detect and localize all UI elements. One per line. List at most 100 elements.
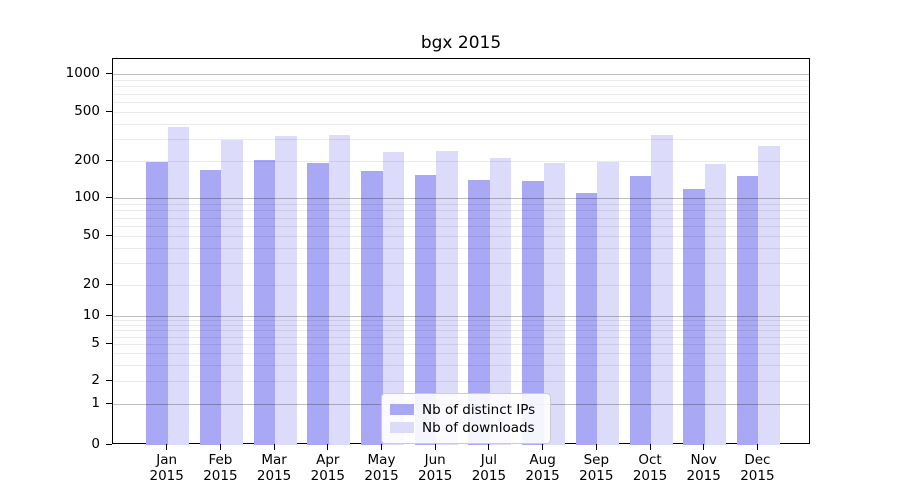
x-tick-label: Apr 2015 xyxy=(296,452,360,484)
y-tick-mark xyxy=(106,283,112,285)
x-tick-mark xyxy=(327,444,329,450)
x-tick-label-year: 2015 xyxy=(256,468,292,484)
x-tick-mark xyxy=(756,444,758,450)
x-tick-label: Dec 2015 xyxy=(725,452,789,484)
x-tick-label: Feb 2015 xyxy=(188,452,252,484)
legend-swatch-distinct-ips xyxy=(390,404,414,415)
x-tick-label-month: Mar xyxy=(261,452,287,468)
x-tick-label-month: Feb xyxy=(208,452,233,468)
legend-entry-distinct-ips: Nb of distinct IPs xyxy=(390,401,540,418)
gridline-minor xyxy=(113,86,809,88)
y-tick-label: 5 xyxy=(91,334,100,351)
x-tick-mark xyxy=(703,444,705,450)
x-tick-label-month: Apr xyxy=(316,452,340,468)
legend-entry-downloads: Nb of downloads xyxy=(390,419,540,436)
x-tick-label-month: Aug xyxy=(529,452,556,468)
x-tick-label-year: 2015 xyxy=(203,468,238,484)
gridline-major xyxy=(113,198,809,199)
x-tick-label: Sep 2015 xyxy=(564,452,628,484)
bar-downloads-apr xyxy=(328,135,351,445)
gridline-minor xyxy=(113,344,809,345)
y-tick-label: 50 xyxy=(82,226,100,243)
gridline-minor xyxy=(113,236,809,237)
bar-downloads-nov xyxy=(704,163,727,445)
bar-distinct-ips-nov xyxy=(683,189,705,445)
gridline-minor xyxy=(113,336,809,338)
gridline-minor xyxy=(113,325,809,326)
y-tick-label: 10 xyxy=(82,306,100,323)
chart-title: bgx 2015 xyxy=(420,33,502,53)
y-tick-mark xyxy=(106,342,112,344)
gridline-minor xyxy=(113,226,809,227)
bar-downloads-jan xyxy=(167,127,190,445)
bar-downloads-sep xyxy=(597,161,619,445)
x-tick-label-year: 2015 xyxy=(632,468,668,484)
x-tick-label-year: 2015 xyxy=(579,468,614,484)
x-tick-label: Jun 2015 xyxy=(403,452,467,484)
bar-downloads-mar xyxy=(275,135,297,445)
x-tick-label-month: Jan xyxy=(156,452,178,468)
gridline-minor xyxy=(113,330,809,332)
x-tick-label-year: 2015 xyxy=(740,468,775,484)
legend: Nb of distinct IPs Nb of downloads xyxy=(381,393,551,444)
y-tick-label: 1000 xyxy=(65,64,100,81)
gridline-minor xyxy=(113,93,809,95)
x-tick-label-month: Jul xyxy=(480,452,498,468)
y-tick-mark xyxy=(106,379,112,381)
bar-distinct-ips-sep xyxy=(575,193,598,445)
x-tick-label: Mar 2015 xyxy=(242,452,306,484)
x-tick-label: Aug 2015 xyxy=(511,452,575,484)
gridline-minor xyxy=(113,353,809,354)
gridline-minor xyxy=(113,285,809,286)
x-tick-label-year: 2015 xyxy=(686,468,721,484)
y-tick-label: 2 xyxy=(91,371,100,388)
x-tick-label-year: 2015 xyxy=(418,468,453,484)
gridline-minor xyxy=(113,112,809,113)
y-tick-mark xyxy=(106,314,112,316)
legend-label-downloads: Nb of downloads xyxy=(422,419,535,436)
y-tick-label: 0 xyxy=(91,435,100,452)
gridline-minor xyxy=(113,79,809,81)
y-tick-mark xyxy=(106,110,112,112)
bar-downloads-may xyxy=(382,151,404,445)
gridline-minor xyxy=(113,364,809,366)
x-tick-label: Jan 2015 xyxy=(135,452,199,484)
x-tick-label: Oct 2015 xyxy=(618,452,682,484)
x-tick-mark xyxy=(434,444,436,450)
x-tick-label-year: 2015 xyxy=(310,468,345,484)
y-tick-mark xyxy=(106,196,112,198)
gridline-minor xyxy=(113,123,809,125)
gridline-minor xyxy=(113,102,809,103)
x-tick-mark xyxy=(542,444,544,450)
y-tick-mark xyxy=(106,72,112,74)
bar-distinct-ips-apr xyxy=(307,162,329,445)
x-tick-mark xyxy=(381,444,382,450)
gridline-major xyxy=(113,74,809,75)
gridline-minor xyxy=(113,139,809,141)
x-tick-mark xyxy=(166,444,168,450)
gridline-minor xyxy=(113,161,809,162)
y-tick-label: 20 xyxy=(82,275,100,292)
y-tick-label: 100 xyxy=(74,188,100,205)
x-tick-label: Jul 2015 xyxy=(457,452,521,484)
bar-distinct-ips-feb xyxy=(199,170,222,445)
bar-downloads-feb xyxy=(221,140,243,445)
y-tick-label: 500 xyxy=(74,102,100,119)
y-tick-label: 200 xyxy=(74,151,100,168)
bar-distinct-ips-mar xyxy=(253,160,276,445)
gridline-minor xyxy=(113,203,809,205)
y-tick-mark xyxy=(106,443,112,445)
x-tick-label-month: Oct xyxy=(638,452,662,468)
x-tick-label-month: May xyxy=(367,452,396,468)
x-tick-label: Nov 2015 xyxy=(672,452,736,484)
bar-distinct-ips-jul xyxy=(468,180,490,445)
gridline-minor xyxy=(113,263,809,265)
bar-distinct-ips-dec xyxy=(736,176,759,445)
x-tick-mark xyxy=(649,444,651,450)
bar-downloads-jun xyxy=(436,151,458,445)
y-tick-mark xyxy=(106,234,112,236)
x-tick-mark xyxy=(595,444,597,450)
x-tick-mark xyxy=(273,444,275,450)
gridline-minor xyxy=(113,381,809,382)
